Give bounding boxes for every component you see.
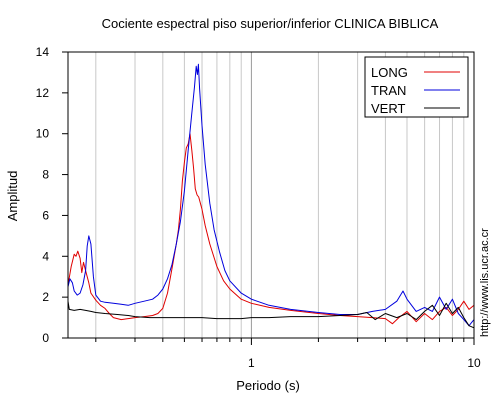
series-long-line [67, 133, 475, 325]
legend-box [364, 56, 469, 118]
chart-title: Cociente espectral piso superior/inferio… [102, 16, 439, 31]
legend-label-vert: VERT [371, 101, 405, 116]
y-tick-label: 12 [36, 86, 50, 100]
y-axis: 0 2 4 6 8 10 12 14 [36, 45, 68, 345]
legend-label-long: LONG [371, 65, 408, 80]
y-tick-label: 14 [36, 45, 50, 59]
y-tick-label: 0 [42, 331, 49, 345]
y-tick-label: 6 [42, 208, 49, 222]
series-vert-line [67, 301, 475, 329]
x-axis: 1 10 [95, 338, 481, 370]
y-axis-label: Amplitud [5, 171, 20, 222]
series-tran-line [67, 63, 475, 327]
y-tick-label: 2 [42, 290, 49, 304]
x-tick-label: 10 [467, 356, 481, 370]
y-tick-label: 8 [42, 168, 49, 182]
x-axis-label: Periodo (s) [236, 378, 300, 393]
legend-label-tran: TRAN [371, 83, 406, 98]
y-tick-label: 4 [42, 249, 49, 263]
plot-frame [67, 51, 475, 339]
watermark-url: http://www.lis.ucr.ac.cr [479, 228, 491, 337]
x-tick-label: 1 [248, 356, 255, 370]
y-tick-label: 10 [36, 127, 50, 141]
series-lines [67, 63, 475, 329]
legend: LONG TRAN VERT [364, 56, 469, 118]
